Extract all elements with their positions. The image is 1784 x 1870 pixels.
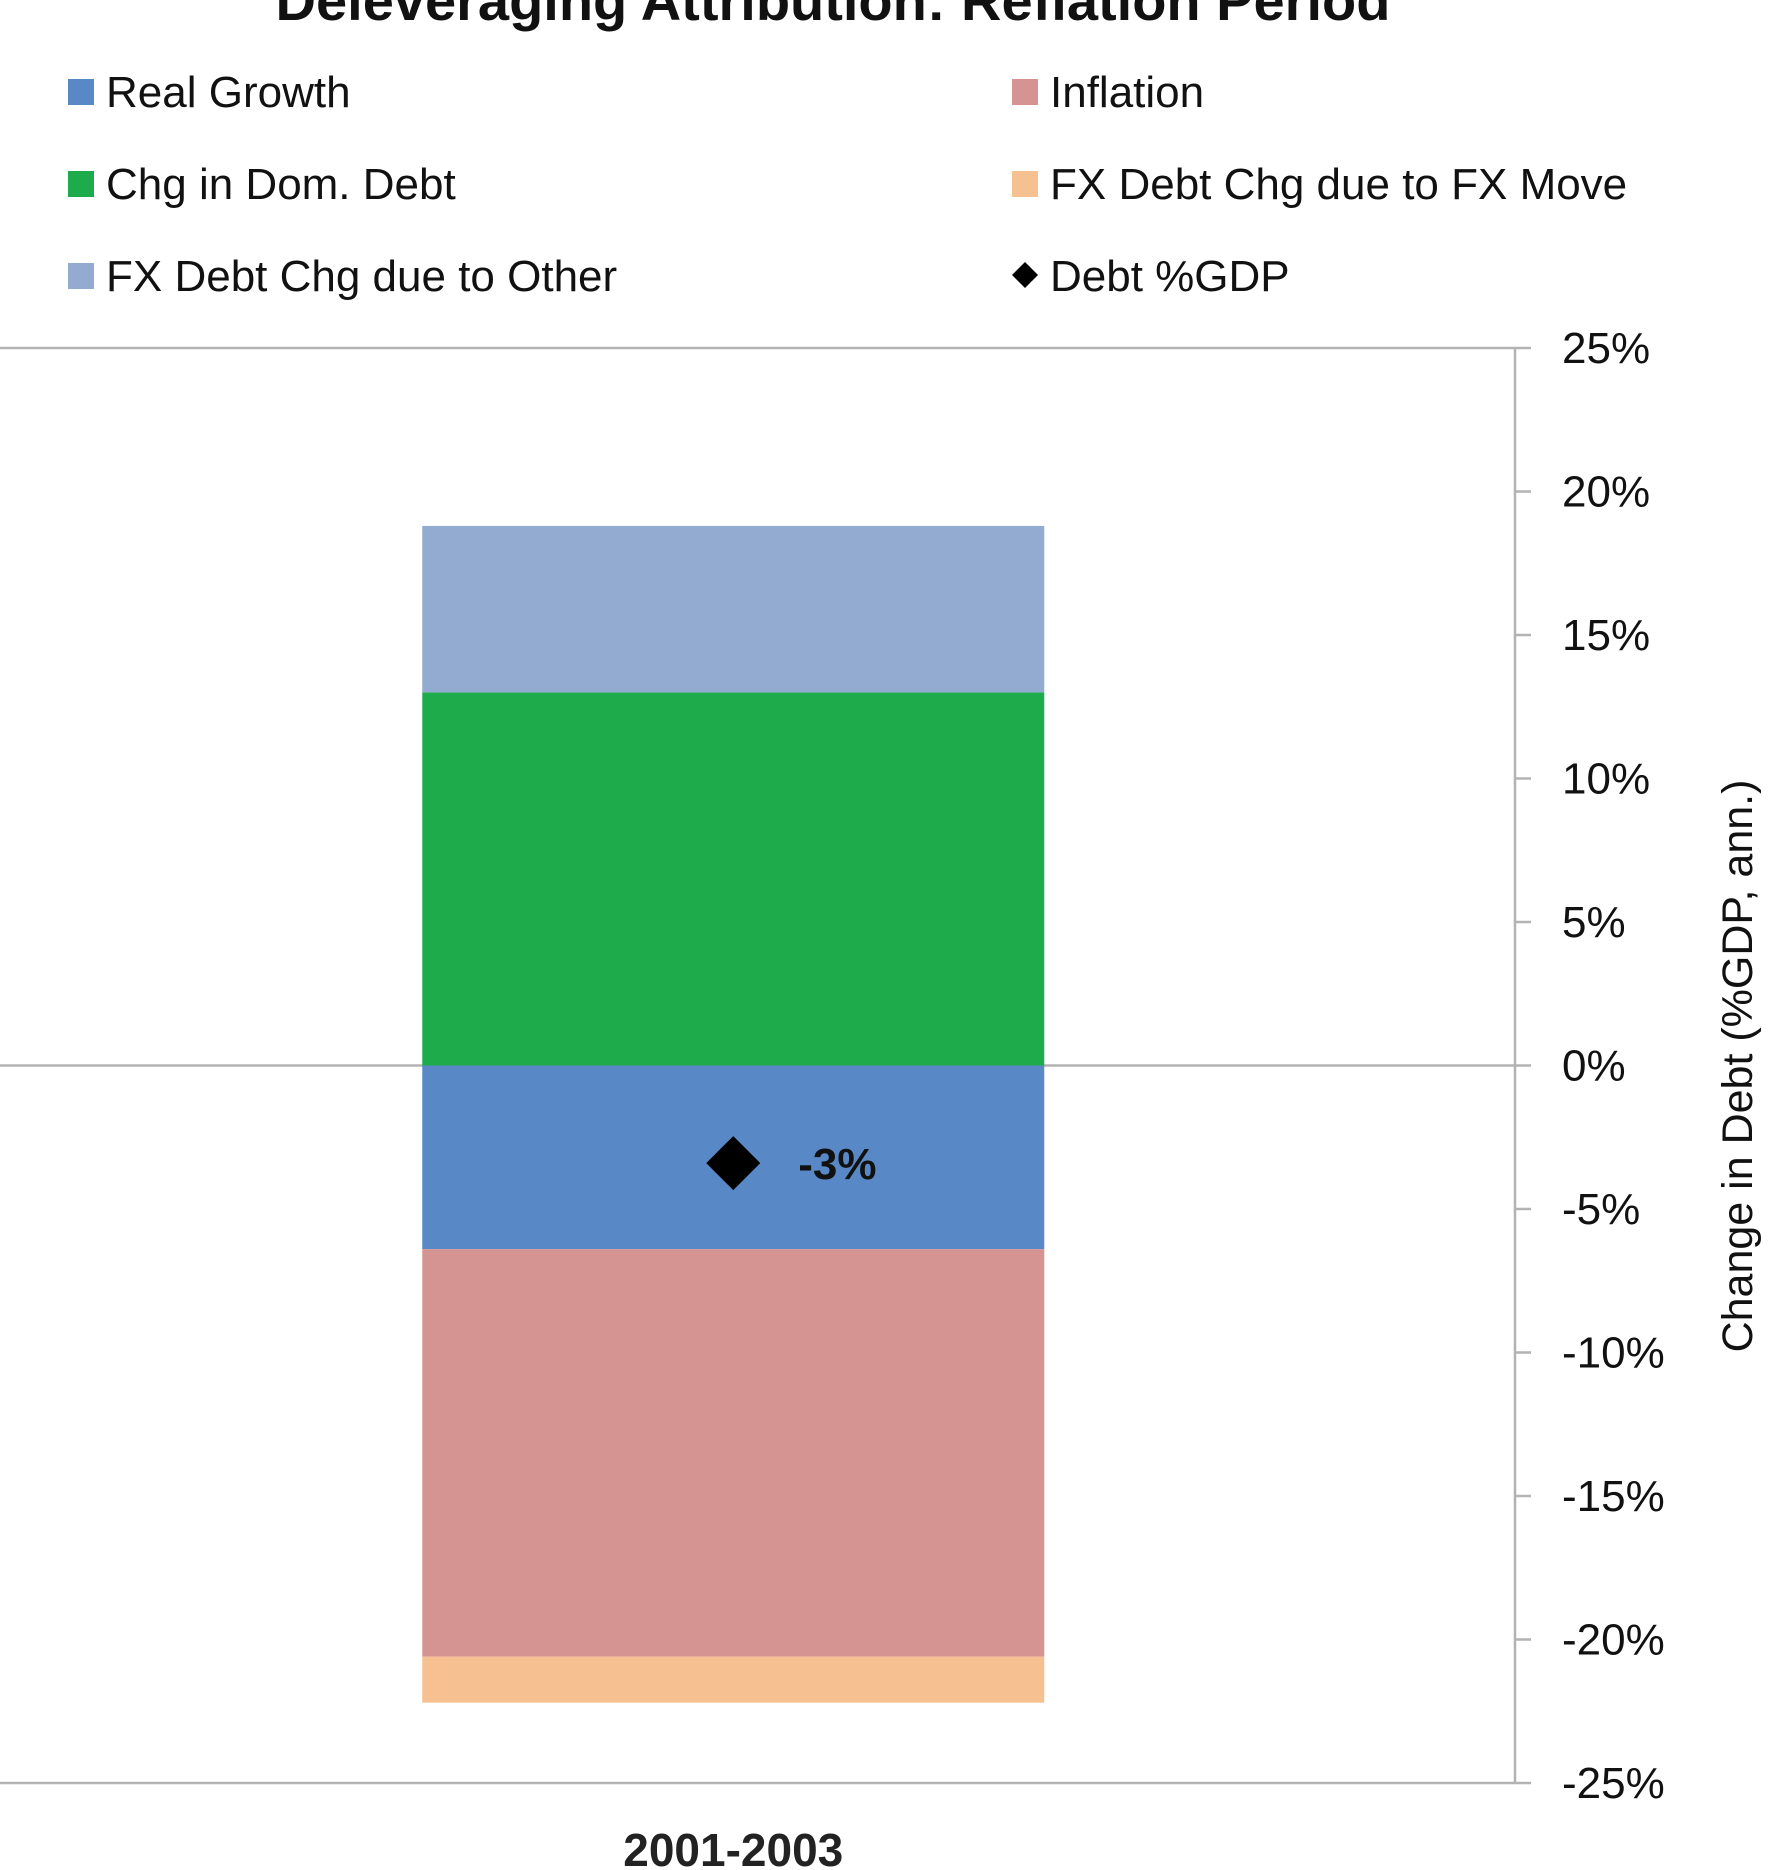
- legend-item-real-growth: Real Growth: [68, 68, 351, 117]
- legend-label: Chg in Dom. Debt: [106, 160, 456, 209]
- y-tick-label: 5%: [1562, 898, 1626, 947]
- legend-swatch: [1012, 171, 1038, 197]
- y-tick-label: 0%: [1562, 1042, 1626, 1091]
- y-tick-label: -15%: [1562, 1472, 1665, 1521]
- chart-title: Deleveraging Attribution: Reflation Peri…: [276, 0, 1391, 32]
- y-tick-label: 20%: [1562, 468, 1650, 517]
- legend-item-fx-debt-chg-due-to-other: FX Debt Chg due to Other: [68, 252, 617, 301]
- legend-item-fx-debt-chg-due-to-fx-move: FX Debt Chg due to FX Move: [1012, 160, 1627, 209]
- y-axis: 25% 20% 15% 10% 5% 0% -5% -10% -15% -20% -25%: [1513, 324, 1665, 1808]
- debt-gdp-marker: [706, 1136, 761, 1191]
- bar-segment-inflation: [422, 1249, 1045, 1657]
- legend-diamond-icon: [1012, 262, 1038, 288]
- y-axis-title: Change in Debt (%GDP, ann.): [1714, 780, 1762, 1353]
- legend-label: FX Debt Chg due to FX Move: [1050, 160, 1627, 209]
- legend-label: Debt %GDP: [1050, 252, 1290, 301]
- legend-swatch: [68, 263, 94, 289]
- legend-swatch: [68, 79, 94, 105]
- debt-gdp-data-label: -3%: [798, 1140, 876, 1189]
- y-tick-label: -10%: [1562, 1329, 1665, 1378]
- legend-item-debt-gdp: Debt %GDP: [1012, 252, 1290, 301]
- legend-swatch: [1012, 79, 1038, 105]
- legend-item-inflation: Inflation: [1012, 68, 1204, 117]
- legend-swatch: [68, 171, 94, 197]
- legend: Real Growth Inflation Chg in Dom. Debt FX D…: [68, 68, 1627, 301]
- y-tick-label: -20%: [1562, 1616, 1665, 1665]
- bar-segment-fx-debt-chg-due-to-other: [422, 525, 1045, 693]
- x-category-label: 2001-2003: [623, 1824, 843, 1870]
- y-tick-label: -25%: [1562, 1759, 1665, 1808]
- legend-item-chg-in-dom-debt: Chg in Dom. Debt: [68, 160, 456, 209]
- y-tick-label: 25%: [1562, 324, 1650, 373]
- y-tick-label: 15%: [1562, 611, 1650, 660]
- legend-label: Real Growth: [106, 68, 351, 117]
- legend-label: Inflation: [1050, 68, 1204, 117]
- legend-label: FX Debt Chg due to Other: [106, 252, 617, 301]
- plot-area: 2001-2003 -3%: [0, 346, 1515, 1870]
- y-tick-label: -5%: [1562, 1185, 1640, 1234]
- bar-segment-chg-in-dom-debt: [422, 692, 1045, 1066]
- bar-segment-fx-debt-chg-due-to-fx-move: [422, 1656, 1045, 1703]
- y-tick-label: 10%: [1562, 755, 1650, 804]
